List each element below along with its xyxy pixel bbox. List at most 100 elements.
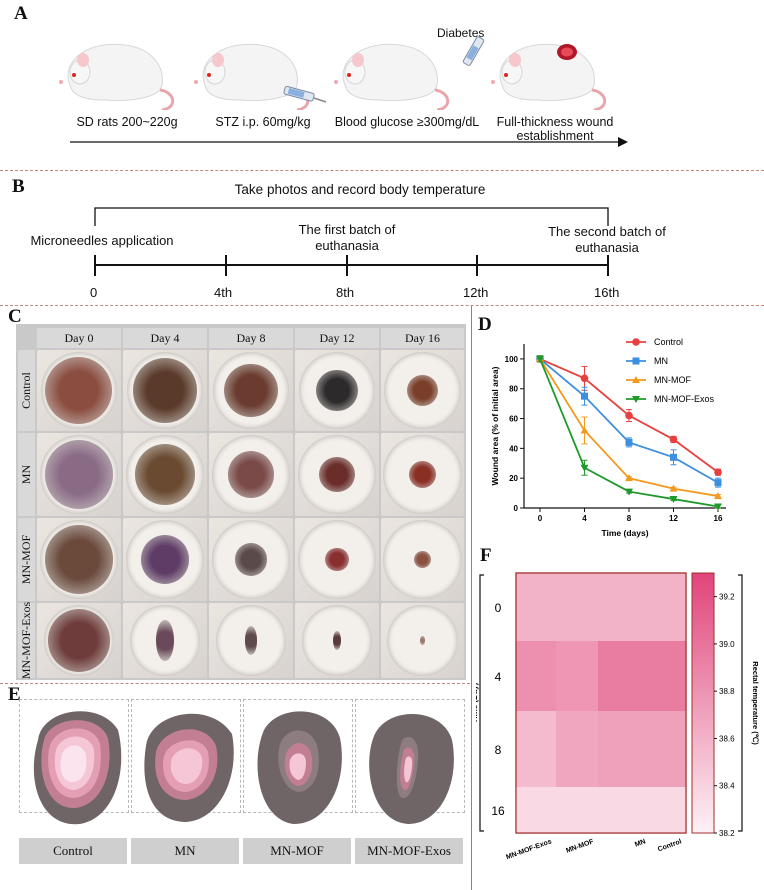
wound-area-chart: 0 20 40 60 80 100 0 4 8 12 16 Time (days) Wound area… [490, 337, 726, 538]
wound-photo [123, 433, 207, 516]
data-point [669, 435, 678, 444]
timeline-tick: 4th [214, 285, 233, 300]
wound-photo [295, 350, 379, 431]
colorbar-tick-label: 38.4 [719, 782, 735, 791]
legend-marker [632, 357, 640, 365]
timeline-tick: 16th [594, 285, 620, 300]
event-second-batch: The second batch of euthanasia [548, 224, 666, 255]
legend-label: MN-MOF [654, 375, 691, 385]
legend-marker [632, 396, 640, 403]
colorbar-tick-label: 38.2 [719, 829, 735, 838]
x-tick-label: 0 [538, 514, 543, 523]
heatmap-row-label: 8 [495, 743, 502, 757]
divider [0, 305, 764, 306]
heatmap-cell [598, 573, 650, 641]
row-header: Control [18, 350, 35, 431]
wound-photo [381, 433, 464, 516]
timeline-tick: 0 [90, 285, 98, 300]
column-header: Day 0 [37, 328, 121, 348]
experiment-timeline [94, 207, 609, 276]
step-label: Blood glucose ≥300mg/dL [334, 115, 480, 129]
y-bracket [479, 574, 484, 832]
wound-photo [209, 603, 293, 678]
data-point [625, 411, 633, 420]
heatmap-row-label: 4 [495, 670, 502, 684]
column-header: Day 4 [123, 328, 207, 348]
wound-photo [123, 603, 207, 678]
caption-control: Control [19, 838, 127, 864]
y-tick-label: 40 [509, 444, 518, 453]
caption-mn-mof: MN-MOF [243, 838, 351, 864]
data-point [714, 503, 722, 511]
row-header: MN [18, 433, 35, 516]
heatmap-frame [515, 572, 687, 834]
wound-photo [37, 433, 121, 516]
heatmap-col-label: Control [657, 838, 683, 853]
syringe-icon [283, 85, 327, 103]
y-tick-label: 60 [509, 415, 518, 424]
colorbar-tick-label: 38.6 [719, 734, 735, 743]
step-label: Full-thickness wound establishment [496, 115, 614, 143]
divider [471, 306, 472, 890]
data-point [580, 374, 589, 383]
syringe-icon [462, 36, 485, 66]
diabetes-label: Diabetes [437, 26, 485, 40]
rat-illustration-3 [334, 43, 450, 110]
heatmap-col-label: MN-MOF-Exos [505, 838, 552, 861]
data-point [714, 479, 722, 487]
timeline-tick: 8th [336, 285, 355, 300]
wound-photo [209, 350, 293, 431]
photo-record-label: Take photos and record body temperature [234, 182, 486, 197]
panel-e-label: E [8, 684, 21, 705]
heatmap-cell [650, 711, 686, 787]
wound-photo [37, 350, 121, 431]
event-first-batch: The first batch of euthanasia [298, 222, 396, 253]
rat-illustration-1 [59, 43, 175, 110]
colorbar-tick-label: 39.2 [719, 593, 735, 602]
heatmap-cell [516, 641, 556, 711]
data-point [580, 426, 589, 434]
heatmap-col-label: MN [634, 838, 647, 848]
caption-mn: MN [131, 838, 239, 864]
heatmap-row-label: 16 [491, 804, 505, 818]
wound-photo [37, 603, 121, 678]
wound-photo [295, 433, 379, 516]
y-axis-label: Wound area (% of initial area) [490, 366, 500, 485]
wound-trace-mn-mof [243, 699, 353, 824]
heatmap-col-label: MN-MOF [565, 838, 595, 855]
data-point [536, 355, 544, 363]
x-axis-label: Time (days) [601, 528, 648, 538]
data-point [625, 438, 633, 446]
wound-photo [381, 350, 464, 431]
legend-label: Control [654, 337, 683, 347]
heatmap-cell [516, 787, 556, 833]
heatmap-cell [556, 573, 598, 641]
divider [0, 170, 764, 171]
legend-label: MN-MOF-Exos [654, 394, 714, 404]
heatmap-cell [598, 711, 650, 787]
heatmap-cell [556, 787, 598, 833]
data-point [580, 464, 589, 472]
heatmap-cell [650, 787, 686, 833]
wound-photo [123, 518, 207, 601]
wound-photo [209, 518, 293, 601]
wound-photo [123, 350, 207, 431]
step-label: STZ i.p. 60mg/kg [215, 115, 311, 129]
y-tick-label: 100 [505, 355, 519, 364]
colorbar-tick-label: 38.8 [719, 687, 735, 696]
y-tick-label: 80 [509, 385, 518, 394]
wound-photo [295, 603, 379, 678]
heatmap-y-label: Time (Day) [476, 682, 479, 723]
data-point [669, 484, 678, 492]
data-point [670, 453, 677, 461]
data-point [625, 474, 633, 482]
heatmap-cell [650, 573, 686, 641]
column-header: Day 8 [209, 328, 293, 348]
wound-trace-mn-mof-exos [355, 699, 465, 824]
legend-marker [632, 376, 640, 383]
column-header: Day 16 [381, 328, 464, 348]
colorbar-bracket [738, 574, 743, 832]
x-tick-label: 4 [582, 514, 587, 523]
colorbar-tick-label: 39.0 [719, 640, 735, 649]
x-tick-label: 12 [669, 514, 678, 523]
